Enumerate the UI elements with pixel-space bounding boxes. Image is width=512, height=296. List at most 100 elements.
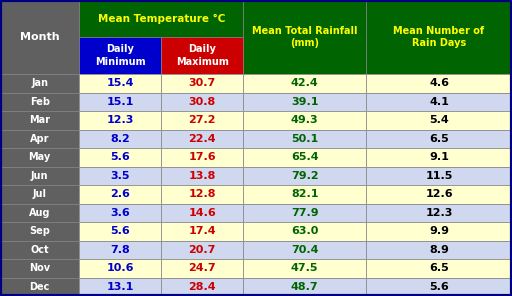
Text: 12.3: 12.3 (106, 115, 134, 125)
Bar (161, 37, 243, 74)
Text: 13.8: 13.8 (188, 171, 216, 181)
Text: 24.7: 24.7 (188, 263, 216, 273)
Bar (0, 259, 79, 278)
Bar (79, 278, 161, 296)
Bar (161, 204, 243, 222)
Text: 22.4: 22.4 (188, 134, 216, 144)
Bar (366, 130, 512, 148)
Bar (0, 278, 79, 296)
Text: 12.6: 12.6 (425, 189, 453, 199)
Text: 27.2: 27.2 (188, 115, 216, 125)
Text: 49.3: 49.3 (291, 115, 318, 125)
Bar (243, 185, 366, 204)
Text: 47.5: 47.5 (291, 263, 318, 273)
Text: Dec: Dec (30, 282, 50, 292)
Text: 82.1: 82.1 (291, 189, 318, 199)
Bar (0, 222, 79, 240)
Text: Mar: Mar (29, 115, 50, 125)
Bar (79, 185, 161, 204)
Text: May: May (29, 152, 51, 162)
Bar (79, 259, 161, 278)
Text: Feb: Feb (30, 97, 50, 107)
Text: 5.6: 5.6 (111, 226, 130, 236)
Text: 14.6: 14.6 (188, 208, 216, 218)
Text: 42.4: 42.4 (291, 78, 318, 88)
Bar (0, 92, 79, 111)
Bar (161, 111, 243, 130)
Bar (79, 111, 161, 130)
Text: Mean Total Rainfall
(mm): Mean Total Rainfall (mm) (252, 26, 357, 48)
Bar (243, 204, 366, 222)
Bar (161, 148, 243, 166)
Text: 65.4: 65.4 (291, 152, 318, 162)
Text: 9.9: 9.9 (429, 226, 449, 236)
Bar (161, 222, 243, 240)
Bar (79, 130, 161, 148)
Bar (243, 278, 366, 296)
Text: Daily
Minimum: Daily Minimum (95, 44, 145, 67)
Text: 5.6: 5.6 (429, 282, 449, 292)
Bar (0, 240, 79, 259)
Text: 15.1: 15.1 (106, 97, 134, 107)
Bar (366, 111, 512, 130)
Text: 20.7: 20.7 (188, 245, 216, 255)
Bar (79, 240, 161, 259)
Bar (161, 166, 243, 185)
Bar (366, 0, 512, 74)
Text: 11.5: 11.5 (425, 171, 453, 181)
Text: 48.7: 48.7 (291, 282, 318, 292)
Text: 39.1: 39.1 (291, 97, 318, 107)
Bar (79, 74, 161, 92)
Text: 13.1: 13.1 (106, 282, 134, 292)
Bar (0, 111, 79, 130)
Bar (366, 185, 512, 204)
Text: Mean Temperature °C: Mean Temperature °C (98, 13, 225, 24)
Text: 70.4: 70.4 (291, 245, 318, 255)
Bar (0, 74, 79, 92)
Text: 30.8: 30.8 (188, 97, 216, 107)
Bar (366, 259, 512, 278)
Text: 5.6: 5.6 (111, 152, 130, 162)
Text: Jun: Jun (31, 171, 49, 181)
Text: Jan: Jan (31, 78, 48, 88)
Text: 2.6: 2.6 (111, 189, 130, 199)
Bar (79, 222, 161, 240)
Text: Aug: Aug (29, 208, 50, 218)
Bar (161, 240, 243, 259)
Text: Month: Month (20, 32, 59, 42)
Text: Mean Number of
Rain Days: Mean Number of Rain Days (394, 26, 484, 48)
Text: Sep: Sep (29, 226, 50, 236)
Bar (243, 222, 366, 240)
Text: Nov: Nov (29, 263, 50, 273)
Bar (0, 166, 79, 185)
Text: 7.8: 7.8 (111, 245, 130, 255)
Text: 8.2: 8.2 (111, 134, 130, 144)
Bar (0, 0, 79, 74)
Text: 3.6: 3.6 (111, 208, 130, 218)
Bar (161, 130, 243, 148)
Bar (0, 130, 79, 148)
Bar (79, 92, 161, 111)
Text: 77.9: 77.9 (291, 208, 318, 218)
Bar (161, 259, 243, 278)
Text: 5.4: 5.4 (429, 115, 449, 125)
Bar (243, 130, 366, 148)
Text: 6.5: 6.5 (429, 263, 449, 273)
Text: 4.6: 4.6 (429, 78, 449, 88)
Bar (366, 74, 512, 92)
Text: 12.3: 12.3 (425, 208, 453, 218)
Text: 15.4: 15.4 (106, 78, 134, 88)
Text: Apr: Apr (30, 134, 50, 144)
Bar (366, 204, 512, 222)
Bar (366, 222, 512, 240)
Bar (0, 148, 79, 166)
Bar (243, 240, 366, 259)
Bar (79, 204, 161, 222)
Bar (79, 37, 161, 74)
Bar (161, 92, 243, 111)
Bar (79, 166, 161, 185)
Bar (366, 148, 512, 166)
Text: 8.9: 8.9 (429, 245, 449, 255)
Bar (161, 74, 243, 92)
Bar (243, 259, 366, 278)
